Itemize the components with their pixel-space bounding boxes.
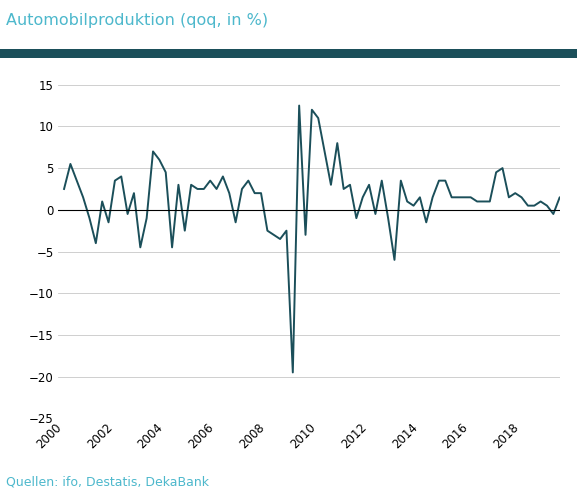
Text: Quellen: ifo, Destatis, DekaBank: Quellen: ifo, Destatis, DekaBank — [6, 476, 209, 489]
Text: Automobilproduktion (qoq, in %): Automobilproduktion (qoq, in %) — [6, 13, 268, 28]
